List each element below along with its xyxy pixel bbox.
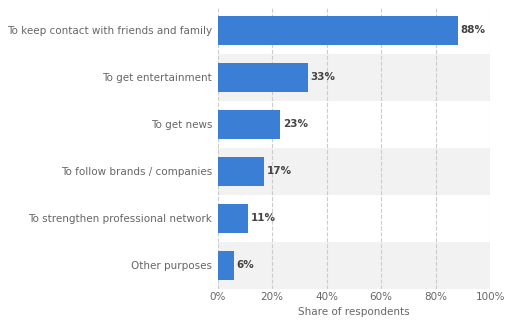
X-axis label: Share of respondents: Share of respondents <box>298 307 410 317</box>
Bar <box>218 242 490 289</box>
Bar <box>218 7 490 54</box>
Text: 33%: 33% <box>310 72 335 82</box>
Text: 23%: 23% <box>283 119 308 129</box>
Bar <box>218 54 490 101</box>
Text: 6%: 6% <box>237 260 254 270</box>
Text: 88%: 88% <box>460 25 485 35</box>
Bar <box>218 63 308 92</box>
Text: 11%: 11% <box>250 213 275 223</box>
Bar <box>218 195 490 242</box>
Bar <box>218 157 264 186</box>
Text: 17%: 17% <box>267 166 292 176</box>
Bar <box>218 16 458 45</box>
Bar <box>218 101 490 148</box>
Bar <box>218 110 281 139</box>
Bar <box>218 251 234 280</box>
Bar <box>218 204 248 233</box>
Bar <box>218 148 490 195</box>
